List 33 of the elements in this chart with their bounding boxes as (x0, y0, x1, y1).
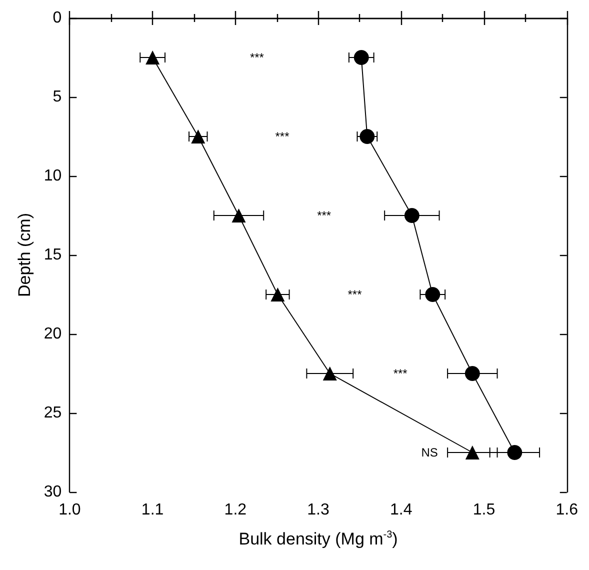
annotation: *** (348, 288, 362, 302)
point (507, 445, 522, 460)
point (270, 288, 285, 302)
y-tick-label: 0 (52, 10, 62, 26)
point (464, 366, 480, 381)
point (146, 50, 160, 64)
x-tick-label: 1.0 (58, 502, 81, 518)
annotation: *** (393, 366, 408, 380)
y-tick-label: 5 (52, 88, 62, 106)
point (232, 208, 246, 222)
y-tick-label: 30 (44, 484, 62, 500)
x-tick-label: 1.6 (556, 502, 578, 518)
point (360, 129, 375, 144)
y-axis-title: Depth (cm) (15, 212, 34, 298)
point (191, 130, 206, 144)
point (322, 366, 337, 380)
annotation: NS (421, 446, 438, 460)
x-tick-label: 1.1 (141, 502, 164, 518)
x-tick-label: 1.2 (224, 502, 247, 518)
y-tick-label: 25 (44, 404, 62, 422)
x-tick-label: 1.5 (472, 502, 496, 518)
annotation: *** (275, 130, 290, 144)
x-tick-label: 1.3 (307, 502, 330, 518)
y-tick-label: 15 (44, 246, 62, 264)
annotation: *** (317, 208, 332, 222)
annotation: *** (250, 50, 264, 64)
point (425, 287, 440, 302)
x-tick-label: 1.4 (390, 502, 412, 518)
point (354, 50, 369, 65)
y-tick-label: 10 (44, 168, 62, 184)
y-tick-label: 20 (44, 326, 62, 342)
point (404, 208, 420, 223)
point (465, 446, 480, 460)
